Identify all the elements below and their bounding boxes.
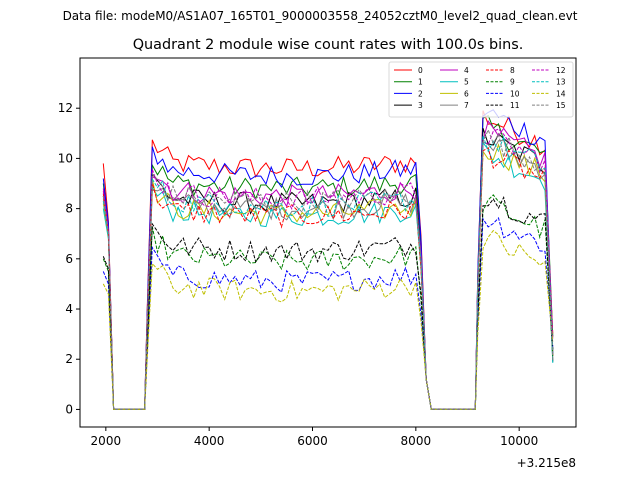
series-line-1 (102, 114, 554, 410)
series-line-10 (102, 217, 554, 410)
legend-label: 6 (464, 89, 469, 98)
x-tick-label: 6000 (297, 434, 328, 448)
legend-label: 15 (556, 101, 566, 110)
legend-label: 4 (464, 66, 469, 75)
series-line-9 (102, 194, 554, 410)
x-axis: 2000 4000 6000 8000 10000 (91, 427, 538, 448)
legend-label: 2 (418, 89, 423, 98)
x-tick-label: 10000 (500, 434, 538, 448)
legend-label: 10 (510, 89, 520, 98)
legend-box (388, 61, 574, 118)
series-line-14 (102, 229, 554, 410)
series-layer (102, 109, 554, 410)
legend-label: 0 (418, 66, 423, 75)
legend-label: 3 (418, 101, 423, 110)
plot-area-frame (79, 57, 577, 428)
legend-label: 7 (464, 101, 469, 110)
y-tick-label: 4 (65, 302, 73, 316)
y-tick-label: 6 (65, 252, 73, 266)
legend-label: 14 (556, 89, 566, 98)
y-tick-label: 0 (65, 402, 73, 416)
y-axis: 0 2 4 6 8 10 12 (58, 101, 80, 416)
x-offset-label: +3.215e8 (517, 456, 576, 470)
series-line-13 (102, 135, 554, 410)
x-tick-label: 2000 (91, 434, 122, 448)
series-line-4 (102, 119, 554, 410)
series-line-6 (102, 143, 554, 410)
series-line-8 (102, 147, 554, 410)
x-tick-label: 4000 (194, 434, 225, 448)
x-tick-label: 8000 (401, 434, 432, 448)
y-tick-label: 12 (58, 101, 73, 115)
series-line-15 (102, 128, 554, 410)
series-line-5 (102, 141, 554, 410)
series-line-11 (102, 195, 554, 410)
legend-label: 13 (556, 78, 566, 87)
legend-label: 5 (464, 78, 469, 87)
legend-label: 12 (556, 66, 566, 75)
y-tick-label: 10 (58, 151, 73, 165)
legend-label: 11 (510, 101, 520, 110)
suptitle: Data file: modeM0/AS1A07_165T01_90000035… (63, 9, 578, 23)
y-tick-label: 8 (65, 202, 73, 216)
y-tick-label: 2 (65, 352, 73, 366)
legend-label: 9 (510, 78, 515, 87)
chart-title: Quadrant 2 module wise count rates with … (133, 37, 524, 53)
legend-label: 1 (418, 78, 423, 87)
legend-label: 8 (510, 66, 515, 75)
